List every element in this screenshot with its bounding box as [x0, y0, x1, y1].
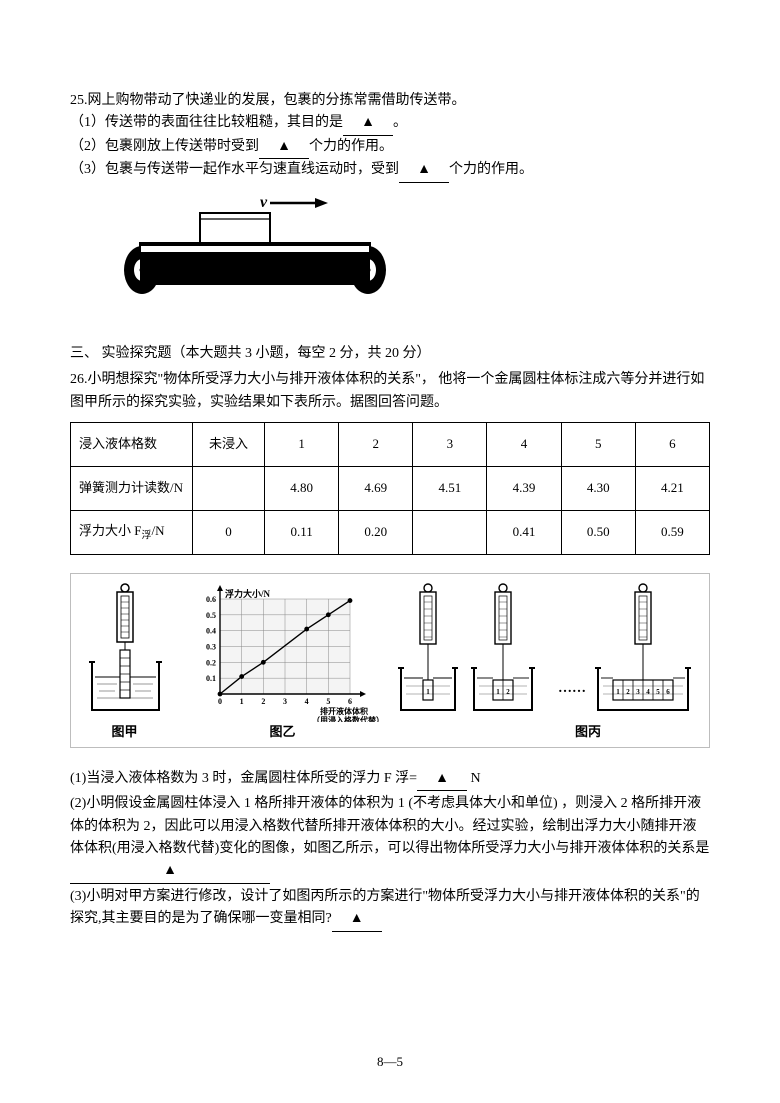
- svg-text:1: 1: [496, 688, 500, 696]
- svg-text:浮力大小/N: 浮力大小/N: [225, 588, 271, 599]
- q26-p1a: (1)当浸入液体格数为 3 时，金属圆柱体所受的浮力 F 浮=: [70, 771, 417, 786]
- page-number: 8—5: [377, 1054, 403, 1069]
- svg-text:2: 2: [506, 688, 510, 696]
- section3-heading: 三、 实验探究题（本大题共 3 小题，每空 2 分，共 20 分）: [70, 343, 710, 365]
- q26-p2: (2)小明假设金属圆柱体浸入 1 格所排开液体的体积为 1 (不考虑具体大小和单…: [70, 796, 709, 856]
- page-footer: 8—5: [0, 1052, 780, 1073]
- r2v3: 4.51: [413, 467, 487, 511]
- q26-blank-2: ▲: [70, 860, 270, 883]
- row3-label: 浮力大小 F浮/N: [71, 511, 193, 555]
- svg-text:0.4: 0.4: [206, 627, 216, 636]
- col-5: 5: [561, 423, 635, 467]
- fig-yi-col: 0 1 2 3 4 5 6 0.1 0.2 0.3 0.4 0.5 0.6 浮力大小/N 排开液体体积（用浸…: [180, 582, 385, 743]
- svg-text:6: 6: [666, 688, 670, 696]
- q26-p1b: N: [467, 771, 481, 786]
- r3v2: 0.20: [339, 511, 413, 555]
- col-3: 3: [413, 423, 487, 467]
- svg-text:5: 5: [656, 688, 660, 696]
- row1-label: 浸入液体格数: [71, 423, 193, 467]
- q26-blank-1: ▲: [417, 768, 467, 791]
- r2v6: 4.21: [635, 467, 709, 511]
- q26-subquestions: (1)当浸入液体格数为 3 时，金属圆柱体所受的浮力 F 浮=▲ N (2)小明…: [70, 768, 710, 932]
- q25-blank-2: ▲: [259, 136, 309, 159]
- svg-text:2: 2: [261, 697, 265, 706]
- r2v2: 4.69: [339, 467, 413, 511]
- r3v1: 0.11: [265, 511, 339, 555]
- q26-table: 浸入液体格数 未浸入 1 2 3 4 5 6 弹簧测力计读数/N 4.80 4.…: [70, 422, 710, 555]
- question-26: 26.小明想探究"物体所受浮力大小与排开液体体积的关系"， 他将一个金属圆柱体标…: [70, 369, 710, 414]
- svg-text:4: 4: [646, 688, 650, 696]
- svg-text:……: ……: [558, 681, 586, 696]
- svg-text:（用浸入格数代替）: （用浸入格数代替）: [312, 715, 384, 722]
- q25-p1b: 。: [393, 115, 407, 130]
- fig-yi-svg: 0 1 2 3 4 5 6 0.1 0.2 0.3 0.4 0.5 0.6 浮力大小/N 排开液体体积（用浸…: [180, 582, 385, 722]
- q26-stem: 小明想探究"物体所受浮力大小与排开液体体积的关系"， 他将一个金属圆柱体标注成六…: [70, 372, 704, 409]
- r3v6: 0.59: [635, 511, 709, 555]
- svg-text:2: 2: [626, 688, 630, 696]
- fig-bing-svg: 112……123456: [393, 582, 703, 722]
- svg-text:1: 1: [616, 688, 620, 696]
- caption-jia: 图甲: [77, 722, 172, 743]
- col-1: 1: [265, 423, 339, 467]
- svg-text:3: 3: [636, 688, 640, 696]
- question-25: 25.网上购物带动了快递业的发展，包裹的分拣常需借助传送带。 （1）传送带的表面…: [70, 90, 710, 183]
- q25-p3b: 个力的作用。: [449, 162, 533, 177]
- r3v4: 0.41: [487, 511, 561, 555]
- svg-text:排开液体体积: 排开液体体积: [320, 706, 368, 716]
- svg-text:1: 1: [240, 697, 244, 706]
- q25-stem: 网上购物带动了快递业的发展，包裹的分拣常需借助传送带。: [88, 93, 466, 108]
- q25-p1a: （1）传送带的表面往往比较粗糙，其目的是: [70, 115, 343, 130]
- svg-text:5: 5: [326, 697, 330, 706]
- col-6: 6: [635, 423, 709, 467]
- q25-p2a: （2）包裹刚放上传送带时受到: [70, 139, 259, 154]
- q25-num: 25.: [70, 93, 88, 108]
- svg-text:0.3: 0.3: [206, 643, 216, 652]
- svg-text:3: 3: [283, 697, 287, 706]
- svg-text:0: 0: [218, 697, 222, 706]
- q25-p2b: 个力的作用。: [309, 139, 393, 154]
- table-row: 弹簧测力计读数/N 4.80 4.69 4.51 4.39 4.30 4.21: [71, 467, 710, 511]
- r2v1: 4.80: [265, 467, 339, 511]
- r2v5: 4.30: [561, 467, 635, 511]
- r2v0: [193, 467, 265, 511]
- conveyor-belt-figure: v: [110, 195, 710, 313]
- table-row: 浸入液体格数 未浸入 1 2 3 4 5 6: [71, 423, 710, 467]
- q26-figures: 图甲 01234560.10.20.30.40.50.6浮力大小/N排开液体体积…: [70, 573, 710, 748]
- caption-bing: 图丙: [393, 722, 703, 743]
- svg-text:0.1: 0.1: [206, 674, 216, 683]
- q25-blank-3: ▲: [399, 159, 449, 182]
- svg-text:0.5: 0.5: [206, 611, 216, 620]
- q25-p3a: （3）包裹与传送带一起作水平匀速直线运动时，受到: [70, 162, 399, 177]
- conveyor-svg: v: [110, 195, 410, 305]
- q25-blank-1: ▲: [343, 112, 393, 135]
- table-row: 浮力大小 F浮/N 0 0.11 0.20 0.41 0.50 0.59: [71, 511, 710, 555]
- q26-num: 26.: [70, 372, 88, 387]
- velocity-label: v: [260, 195, 268, 211]
- svg-text:1: 1: [426, 688, 430, 696]
- q26-blank-3: ▲: [332, 908, 382, 931]
- caption-yi: 图乙: [180, 722, 385, 743]
- fig-jia-col: 图甲: [77, 582, 172, 743]
- r3v5: 0.50: [561, 511, 635, 555]
- row2-label: 弹簧测力计读数/N: [71, 467, 193, 511]
- col-4: 4: [487, 423, 561, 467]
- col-2: 2: [339, 423, 413, 467]
- r2v4: 4.39: [487, 467, 561, 511]
- fig-bing-col: 112……123456 图丙: [393, 582, 703, 743]
- r3v0: 0: [193, 511, 265, 555]
- svg-text:4: 4: [305, 697, 309, 706]
- q26-p3a: (3)小明对甲方案进行修改，设计了如图丙所示的方案进行"物体所受浮力大小与排开液…: [70, 889, 700, 926]
- r3v3: [413, 511, 487, 555]
- svg-text:6: 6: [348, 697, 352, 706]
- svg-text:0.6: 0.6: [206, 595, 216, 604]
- svg-text:0.2: 0.2: [206, 658, 216, 667]
- col-0: 未浸入: [193, 423, 265, 467]
- fig-jia-svg: [77, 582, 172, 722]
